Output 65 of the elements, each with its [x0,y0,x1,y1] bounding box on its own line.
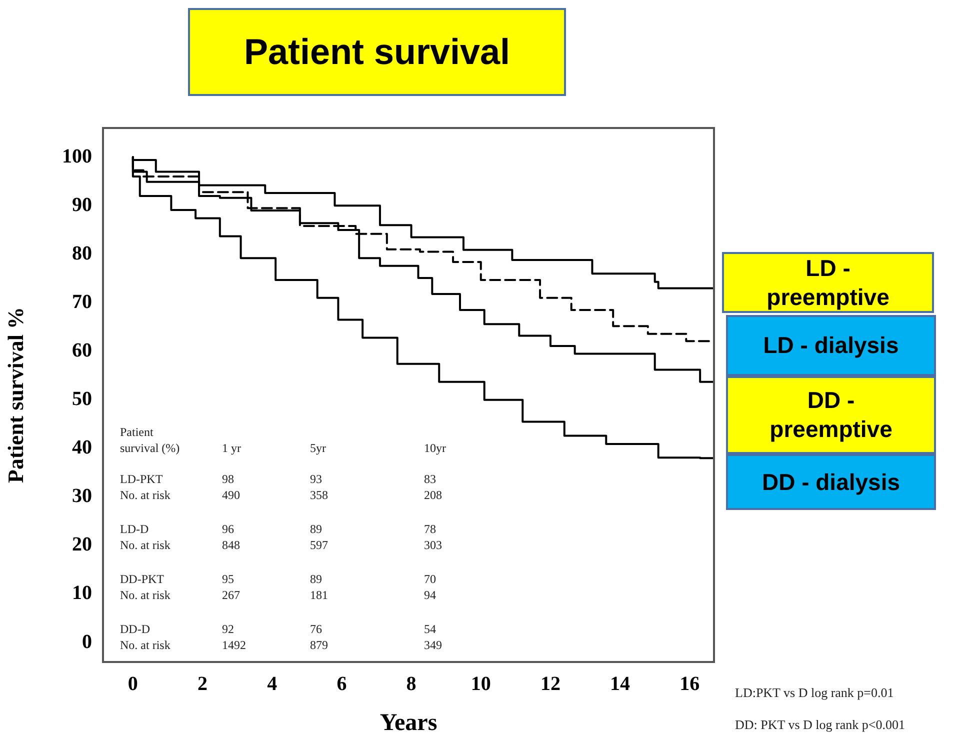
annotation: 78 [424,522,436,536]
annotation: 93 [310,472,322,486]
text: DD: PKT vs D log rank p<0.001 [735,717,905,732]
annotation: 89 [310,522,322,536]
annotation: DD-D [120,622,150,636]
annotation: 303 [424,538,442,552]
annotation: Patient survival (%) [120,425,180,455]
x-axis-title: Years [380,710,438,736]
annotation: 1492 [222,638,246,652]
annotation: 1 yr [222,441,241,455]
annotation: 5yr [310,441,326,455]
annotation: LD-D [120,522,149,536]
x-tick-label: 10 [470,673,491,696]
text: DD - dialysis [726,454,936,510]
annotation: No. at risk [120,638,170,652]
annotation: 358 [310,488,328,502]
y-tick-label: 20 [72,534,92,556]
y-axis-title: Patient survival % [2,307,28,483]
y-tick-label: 70 [72,290,92,313]
y-tick-label: 0 [82,630,92,653]
annotation: 879 [310,638,328,652]
x-tick-label: 0 [128,673,138,696]
annotation: 349 [424,638,442,652]
annotation: 95 [222,572,234,586]
x-tick-label: 14 [610,673,630,696]
annotation: 70 [424,572,436,586]
x-tick-label: 6 [336,673,347,696]
annotation: 89 [310,572,322,586]
y-tick-label: 10 [72,582,92,604]
text: LD - dialysis [726,315,936,376]
annotation: 10yr [424,441,446,455]
annotation: No. at risk [120,488,170,502]
annotation: 94 [424,588,436,602]
y-tick-label: 100 [62,145,92,168]
y-tick-label: 60 [72,339,92,362]
annotation: No. at risk [120,588,170,602]
annotation: 76 [310,622,322,636]
y-tick-label: 30 [72,485,92,508]
y-tick-label: 80 [72,242,92,264]
annotation: 848 [222,538,240,552]
annotation: 490 [222,488,240,502]
x-tick-label: 16 [680,673,700,696]
annotation: 208 [424,488,442,502]
annotation: 54 [424,622,436,636]
annotation: 181 [310,588,328,602]
annotation: DD-PKT [120,572,165,586]
x-tick-label: 12 [540,673,560,696]
annotation: 96 [222,522,234,536]
annotation: 92 [222,622,234,636]
x-tick-label: 8 [406,673,416,696]
chart-title: Patient survival [188,8,566,96]
x-tick-label: 4 [267,673,278,696]
x-tick-label: 2 [198,673,208,696]
text: LD - preemptive [722,252,934,313]
text: LD:PKT vs D log rank p=0.01 [735,685,894,700]
y-tick-label: 40 [72,436,92,459]
text: DD - preemptive [726,376,936,454]
y-tick-label: 50 [72,388,92,410]
annotation: No. at risk [120,538,170,552]
annotation: 267 [222,588,240,602]
annotation: 98 [222,472,234,486]
annotation: 83 [424,472,436,486]
y-tick-label: 90 [72,194,92,216]
annotation: 597 [310,538,328,552]
annotation: LD-PKT [120,472,164,486]
